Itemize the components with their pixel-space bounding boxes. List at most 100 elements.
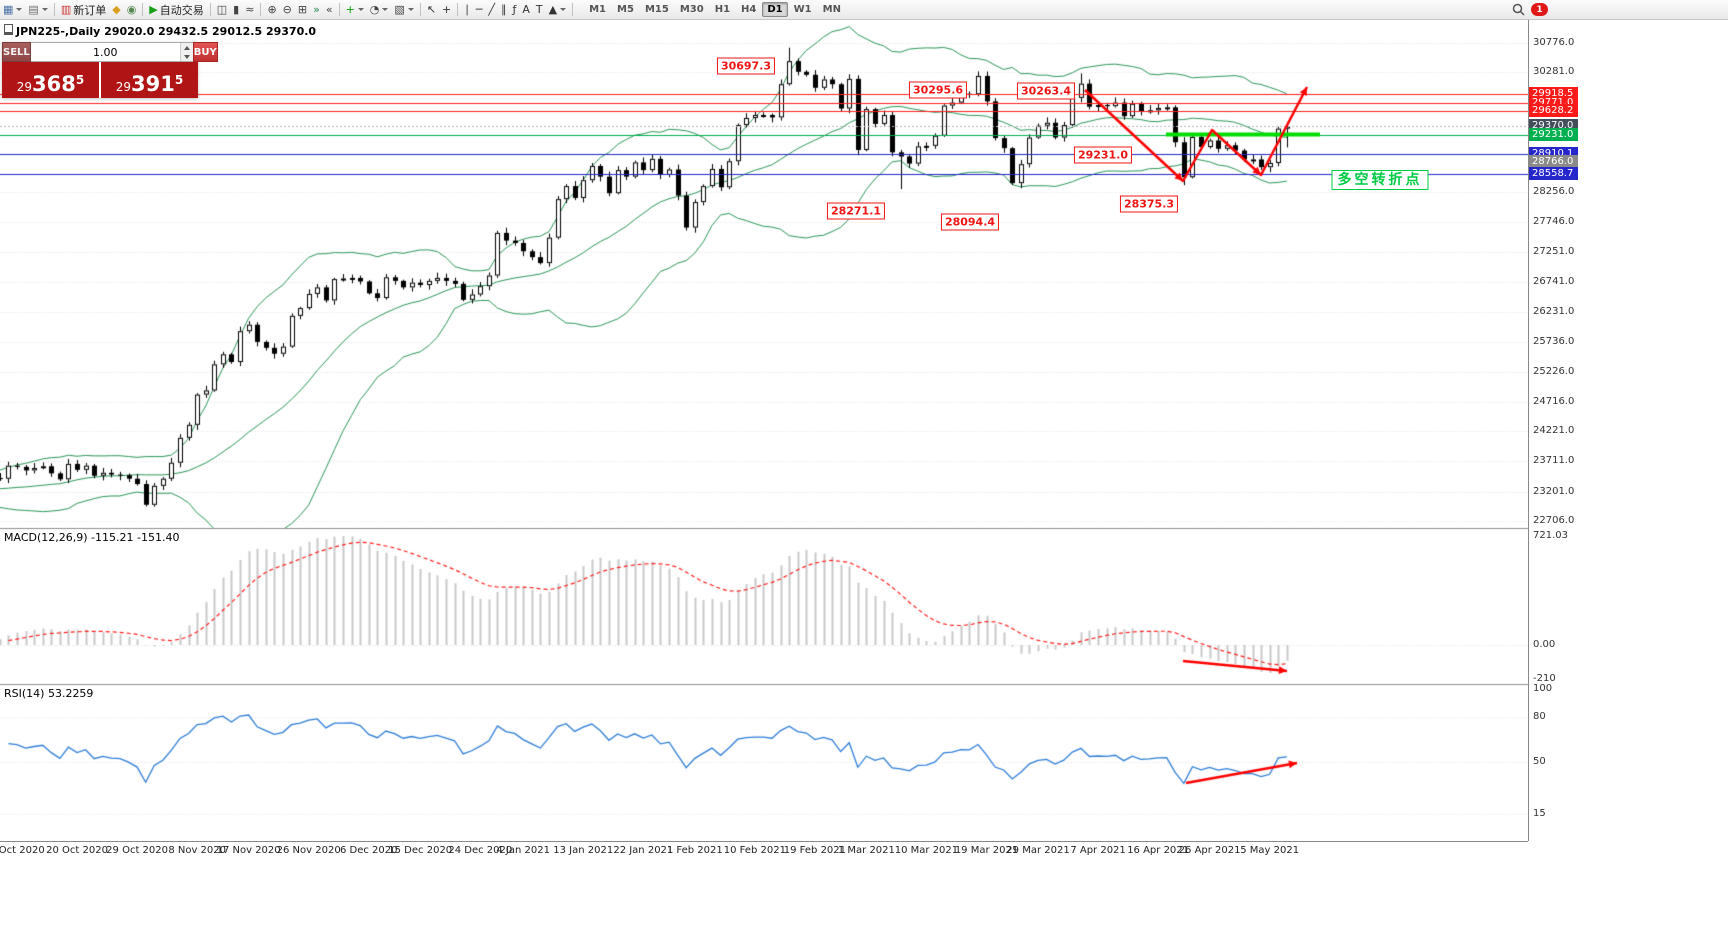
volume-box [30, 42, 193, 62]
timeframe-m1[interactable]: M1 [589, 4, 607, 15]
chart-shift-icon: « [325, 3, 333, 16]
attach-button[interactable]: ◉ [124, 1, 140, 18]
buy-price-tile[interactable]: 29 391 5 [99, 62, 198, 98]
rsi-axis-label: 50 [1533, 756, 1546, 767]
zoom-out-button[interactable]: ⊖ [280, 1, 295, 18]
fibonacci-button[interactable]: ƒ [510, 1, 520, 18]
timeframe-m5[interactable]: M5 [617, 4, 634, 15]
chevron-down-icon [16, 8, 23, 11]
sell-price-tile[interactable]: 29 368 5 [2, 62, 99, 98]
auto-scroll-button[interactable]: » [310, 1, 323, 18]
timeframe-m30[interactable]: M30 [679, 4, 704, 15]
auto-trading-button[interactable]: ▶ 自动交易 [146, 1, 206, 18]
auto-scroll-icon: » [313, 3, 320, 16]
date-label: 10 Feb 2021 [723, 845, 786, 856]
date-label: 22 Jan 2021 [613, 845, 674, 856]
horizontal-line-button[interactable]: ─ [473, 1, 486, 18]
date-label: 17 Nov 2020 [216, 845, 281, 856]
macd-axis-label: 721.03 [1533, 530, 1568, 541]
date-label: 19 Feb 2021 [783, 845, 847, 856]
rsi-axis-label: 80 [1533, 711, 1546, 722]
crosshair-button[interactable]: + [439, 1, 454, 18]
zoom-out-icon: ⊖ [282, 3, 292, 16]
new-order-button[interactable]: ▥ 新订单 [58, 1, 109, 18]
price-axis-label: 26231.0 [1533, 306, 1575, 318]
label-icon: T [535, 3, 543, 16]
rsi-axis-label: 15 [1533, 808, 1546, 819]
text-icon: A [522, 3, 530, 16]
sell-button[interactable]: SELL [2, 42, 31, 62]
price-annotation-box[interactable]: 30697.3 [716, 57, 776, 75]
tile-windows-button[interactable]: ⊞ [295, 1, 310, 18]
vertical-line-button[interactable]: ∣ [461, 1, 473, 18]
periods-button[interactable]: ◔ [367, 1, 392, 18]
buy-button[interactable]: BUY [192, 42, 218, 62]
date-label: 13 Jan 2021 [553, 845, 614, 856]
timeframe-m15[interactable]: M15 [644, 4, 669, 15]
text-button[interactable]: A [519, 1, 533, 18]
turning-point-note[interactable]: 多空转折点 [1331, 170, 1429, 190]
fibonacci-icon: ƒ [512, 3, 517, 16]
date-label: 16 Apr 2021 [1127, 845, 1190, 856]
toolbar: ▦ ▤ ▥ 新订单 ◆ ◉ ▶ 自动交易 ◫ ▮ ≈ ⊕ ⊖ ⊞» «+ ◔ ▧ ↖ + ∣ ─ ╱ ∥ ƒ A T ▲ M1 M5 M… [0, 0, 1728, 20]
auto-trading-button-label: 自动交易 [159, 3, 204, 17]
date-label: 6 Dec 2020 [339, 845, 398, 856]
cursor-button[interactable]: ↖ [424, 1, 439, 18]
timeframe-d1[interactable]: D1 [762, 2, 788, 17]
price-annotation-box[interactable]: 28094.4 [940, 213, 1000, 231]
candlestick-button[interactable]: ▮ [230, 1, 242, 18]
date-label: 7 Apr 2021 [1070, 845, 1126, 856]
new-chart-button[interactable]: ▦ [0, 1, 25, 18]
shapes-icon: ▲ [548, 3, 558, 16]
periods-icon: ◔ [369, 3, 380, 16]
macd-axis-label: -210 [1533, 673, 1556, 684]
line-chart-button[interactable]: ≈ [242, 1, 257, 18]
profiles-button[interactable]: ▤ [25, 1, 50, 18]
price-axis-label: 22706.0 [1533, 515, 1575, 526]
tile-windows-icon: ⊞ [297, 3, 308, 16]
shapes-button[interactable]: ▲ [546, 1, 569, 18]
price-annotation-box[interactable]: 28375.3 [1119, 195, 1179, 213]
label-button[interactable]: T [533, 1, 546, 18]
chart-shift-button[interactable]: « [323, 1, 336, 18]
rsi-axis-label: 100 [1533, 683, 1553, 694]
volume-input[interactable] [30, 43, 180, 61]
price-axis-label: 24716.0 [1533, 395, 1575, 407]
bar-chart-button[interactable]: ◫ [214, 1, 230, 18]
timeframe-h4[interactable]: H4 [741, 4, 757, 15]
templates-button[interactable]: ▧ [391, 1, 416, 18]
metaeditor-button[interactable]: ◆ [109, 1, 123, 18]
price-axis[interactable]: 30776.0 30281.0 28256.0 27746.0 27251.0 26741… [1528, 19, 1578, 841]
price-annotation-box[interactable]: 29231.0 [1073, 146, 1133, 164]
channel-button[interactable]: ∥ [498, 1, 510, 18]
timeframe-w1[interactable]: W1 [793, 4, 812, 15]
price-annotation-box[interactable]: 28271.1 [826, 202, 886, 220]
timeframe-mn[interactable]: MN [822, 4, 841, 15]
date-label: 1 Mar 2021 [837, 845, 895, 856]
new-order-icon: ▥ [60, 3, 72, 16]
zoom-in-button[interactable]: ⊕ [264, 1, 279, 18]
toolbar-separator [572, 3, 574, 16]
date-label: 26 Apr 2021 [1178, 845, 1241, 856]
price-annotation-box[interactable]: 30263.4 [1016, 82, 1076, 100]
chart-annotations: 30697.3 30295.6 30263.4 29231.0 28271.1 28094… [0, 19, 1528, 841]
date-label: 4 Jan 2021 [496, 845, 550, 856]
chart-canvas[interactable] [0, 19, 1528, 841]
trendline-icon: ╱ [488, 3, 495, 16]
notification-badge[interactable]: 1 [1531, 3, 1548, 16]
timeframe-h1[interactable]: H1 [714, 4, 731, 15]
volume-down-icon[interactable] [180, 52, 193, 61]
search-icon[interactable] [1512, 3, 1525, 16]
indicators-button[interactable]: + [343, 1, 367, 18]
trendline-button[interactable]: ╱ [485, 1, 498, 18]
volume-up-icon[interactable] [180, 43, 193, 52]
price-axis-label: 23711.0 [1533, 455, 1575, 467]
zoom-in-icon: ⊕ [267, 3, 277, 16]
toolbar-right-group: 1 [1512, 0, 1548, 19]
price-annotation-box[interactable]: 30295.6 [908, 81, 968, 99]
date-label: 19 Mar 2021 [954, 845, 1019, 856]
price-axis-label: 27251.0 [1533, 245, 1575, 257]
